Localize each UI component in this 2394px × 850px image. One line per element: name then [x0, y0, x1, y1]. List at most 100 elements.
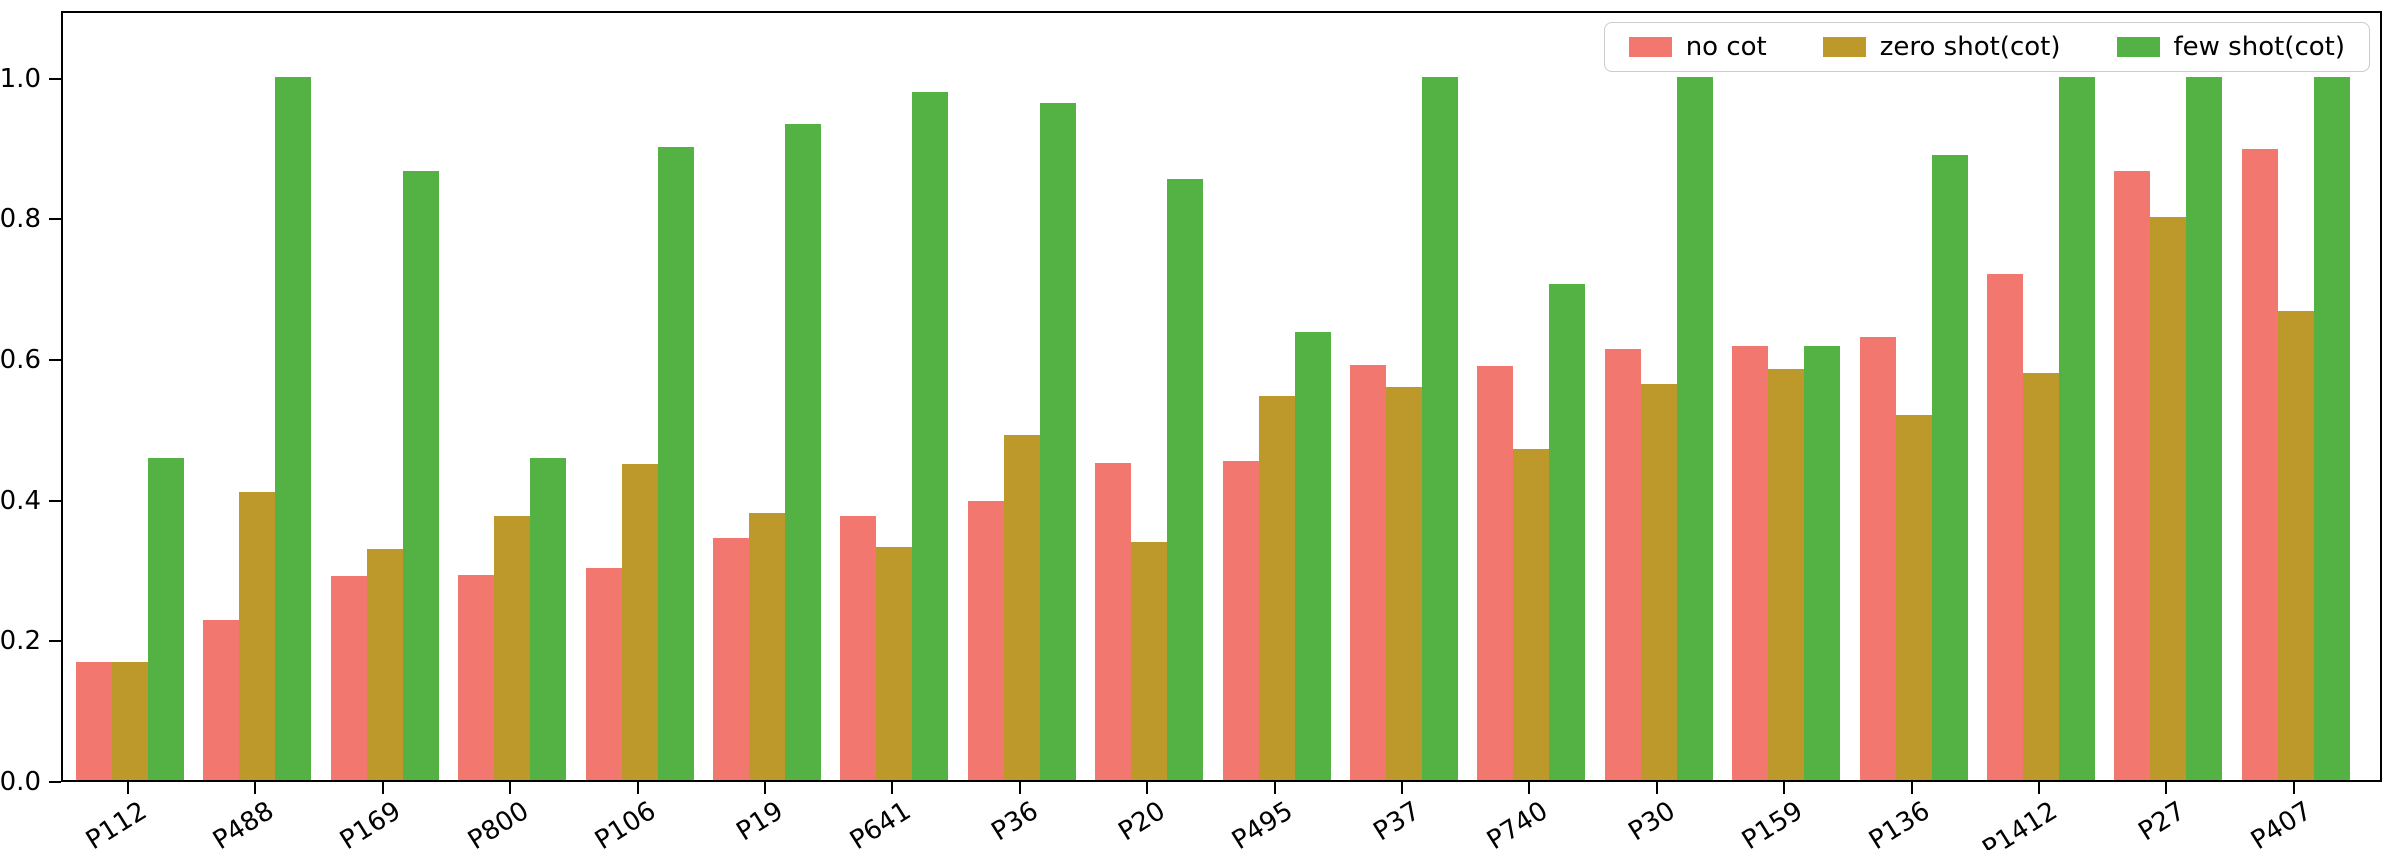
bar-no-cot-P495	[1222, 460, 1259, 780]
x-tick-mark	[2165, 782, 2168, 794]
x-tick-mark	[1655, 782, 1658, 794]
x-tick-mark	[2038, 782, 2040, 794]
bar-few-shot-cot--P136	[1931, 155, 1968, 780]
bar-few-shot-cot--P159	[1804, 345, 1841, 780]
bar-zero-shot-cot--P36	[1003, 435, 1040, 780]
x-tick-mark	[636, 782, 639, 794]
bar-few-shot-cot--P488	[275, 76, 312, 780]
legend-item: few shot(cot)	[2116, 32, 2345, 62]
bar-zero-shot-cot--P19	[749, 513, 785, 780]
y-tick-label: 0.0	[0, 767, 41, 797]
bar-zero-shot-cot--P159	[1768, 369, 1805, 780]
x-tick-label: P800	[462, 796, 535, 850]
bar-no-cot-P30	[1604, 348, 1641, 780]
bar-no-cot-P112	[76, 661, 112, 780]
bar-zero-shot-cot--P27	[2150, 217, 2187, 780]
bar-few-shot-cot--P169	[402, 170, 439, 780]
bar-no-cot-P488	[203, 619, 240, 780]
bar-zero-shot-cot--P169	[366, 548, 403, 780]
x-tick-label: P740	[1482, 796, 1554, 850]
x-tick-mark	[127, 782, 129, 794]
legend-label: no cot	[1685, 32, 1767, 62]
bar-no-cot-P20	[1095, 462, 1132, 780]
bar-zero-shot-cot--P112	[112, 661, 148, 780]
bar-few-shot-cot--P106	[657, 146, 694, 780]
y-tick-mark	[49, 781, 61, 783]
x-tick-label: P106	[590, 796, 662, 850]
legend-item: zero shot(cot)	[1822, 32, 2061, 62]
x-tick-label: P488	[208, 796, 280, 850]
bar-zero-shot-cot--P20	[1131, 541, 1168, 780]
legend-label: zero shot(cot)	[1879, 32, 2061, 62]
y-tick-label: 0.4	[0, 485, 41, 516]
x-tick-mark	[1401, 782, 1403, 794]
bar-no-cot-P169	[330, 576, 367, 780]
x-tick-label: P1412	[1977, 796, 2063, 850]
y-tick-mark	[49, 77, 61, 80]
x-tick-mark	[1273, 782, 1276, 794]
x-tick-label: P19	[731, 796, 789, 848]
x-tick-label: P30	[1623, 796, 1681, 848]
y-tick-mark	[49, 218, 61, 221]
bar-no-cot-P19	[713, 538, 749, 780]
x-tick-label: P169	[335, 796, 407, 850]
x-tick-mark	[1528, 782, 1531, 794]
bar-zero-shot-cot--P407	[2277, 310, 2314, 780]
x-tick-mark	[891, 782, 894, 794]
x-tick-label: P407	[2246, 796, 2318, 850]
y-tick-label: 0.2	[0, 626, 41, 657]
legend-item: no cot	[1628, 32, 1767, 62]
bar-few-shot-cot--P1412	[2059, 76, 2095, 780]
x-tick-mark	[509, 782, 512, 794]
x-tick-label: P37	[1368, 796, 1426, 848]
bar-no-cot-P800	[458, 574, 495, 780]
x-tick-mark	[2292, 782, 2295, 794]
bar-no-cot-P27	[2114, 170, 2151, 780]
bar-few-shot-cot--P495	[1294, 331, 1331, 780]
x-tick-label: P20	[1113, 796, 1172, 848]
bar-few-shot-cot--P19	[785, 124, 821, 780]
bar-few-shot-cot--P740	[1549, 284, 1586, 780]
bar-no-cot-P407	[2241, 149, 2278, 780]
legend-swatch-icon	[1628, 37, 1672, 57]
bar-few-shot-cot--P800	[530, 457, 567, 780]
bar-zero-shot-cot--P37	[1386, 386, 1422, 780]
x-tick-label: P495	[1227, 796, 1299, 850]
bar-few-shot-cot--P27	[2186, 76, 2223, 780]
bar-no-cot-P641	[840, 516, 877, 780]
bar-zero-shot-cot--P30	[1640, 383, 1677, 780]
bar-no-cot-P740	[1477, 365, 1514, 780]
y-tick-label: 0.6	[0, 344, 41, 375]
bar-few-shot-cot--P112	[148, 457, 184, 780]
bar-no-cot-P1412	[1987, 273, 2023, 780]
bar-zero-shot-cot--P1412	[2023, 372, 2059, 780]
bar-zero-shot-cot--P495	[1258, 395, 1295, 780]
x-tick-label: P27	[2133, 796, 2191, 848]
bar-few-shot-cot--P37	[1422, 76, 1458, 780]
bar-no-cot-P106	[585, 568, 622, 780]
bar-few-shot-cot--P36	[1039, 103, 1076, 780]
bar-few-shot-cot--P641	[912, 92, 949, 780]
bar-no-cot-P37	[1350, 364, 1386, 780]
bar-few-shot-cot--P20	[1167, 179, 1204, 780]
x-tick-mark	[254, 782, 257, 794]
y-tick-label: 1.0	[0, 63, 41, 94]
x-tick-label: P159	[1736, 796, 1809, 850]
y-tick-label: 0.8	[0, 204, 41, 235]
x-tick-label: P36	[986, 796, 1044, 848]
x-tick-mark	[1910, 782, 1913, 794]
x-tick-label: P112	[80, 796, 152, 850]
legend: no cot zero shot(cot) few shot(cot)	[1603, 22, 2370, 72]
bar-zero-shot-cot--P740	[1513, 449, 1550, 780]
legend-swatch-icon	[1822, 37, 1866, 57]
x-tick-label: P136	[1864, 796, 1936, 850]
y-tick-mark	[49, 358, 61, 361]
bar-no-cot-P36	[967, 501, 1004, 780]
y-tick-mark	[49, 499, 61, 502]
bar-zero-shot-cot--P106	[621, 464, 658, 780]
bar-few-shot-cot--P407	[2313, 76, 2350, 780]
plot-area: no cot zero shot(cot) few shot(cot)	[61, 11, 2382, 782]
legend-swatch-icon	[2116, 37, 2160, 57]
x-tick-label: P641	[845, 796, 917, 850]
